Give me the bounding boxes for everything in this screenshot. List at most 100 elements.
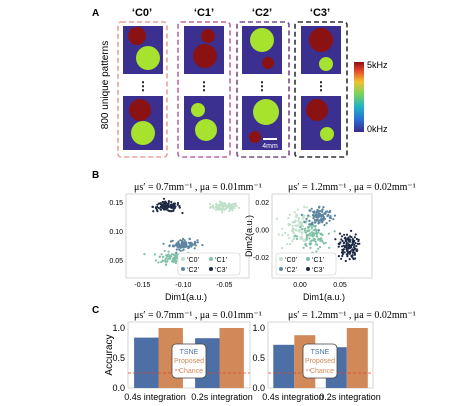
pattern-disk-low: [320, 127, 334, 141]
scatter-point-c2: [319, 210, 322, 213]
legend-proposed: Proposed: [305, 358, 335, 365]
scatter-point-c0: [303, 205, 306, 208]
scatter-point-c0: [295, 215, 298, 218]
scatter-point-c3: [339, 241, 342, 244]
x-tick-label: -0.10: [175, 282, 191, 289]
scatter-point-c2: [188, 238, 191, 241]
legend-marker-c3: [209, 267, 213, 271]
scatter-point-c1: [307, 226, 310, 229]
scatter-point-c3: [351, 248, 354, 251]
scatter-point-c2: [179, 239, 182, 242]
scatter-point-c2: [317, 221, 321, 224]
scatter-point-c0: [224, 207, 227, 210]
scatter-point-c2: [170, 240, 173, 243]
scatter-point-c3: [348, 240, 351, 243]
y-tick-label: 1.0: [112, 323, 125, 333]
scatter-point-c0: [288, 213, 291, 216]
scatter-point-c3: [353, 248, 356, 251]
x-tick-label: 0.05: [333, 282, 347, 289]
scatter-point-c3: [172, 206, 176, 209]
scatter-point-c0: [215, 206, 218, 209]
scatter-point-c3: [358, 242, 361, 245]
scatter-point-c3: [166, 203, 169, 206]
pattern-c3-top: [301, 26, 341, 74]
scatter-right-xlabel: Dim1(a.u.): [303, 292, 345, 302]
scatter-point-c3: [342, 244, 345, 247]
scatter-point-c3: [344, 259, 347, 263]
scatter-point-c2: [328, 216, 331, 219]
scatter-point-c2: [191, 243, 194, 247]
scatter-point-c0: [222, 202, 225, 205]
scatter-point-c3: [178, 205, 181, 208]
scatter-point-c0: [293, 237, 296, 240]
scatter-point-c1: [164, 260, 167, 263]
scatter-right-points: [275, 205, 361, 265]
scatter-point-c3: [354, 257, 357, 260]
scatter-point-c1: [311, 234, 314, 237]
scatter-point-c0: [228, 208, 232, 211]
scatter-point-c0: [303, 214, 306, 217]
scatter-point-c1: [308, 237, 311, 240]
y-tick-label: 0.00: [255, 227, 269, 234]
scatter-point-c0: [291, 229, 294, 232]
y-tick-label: 0.0: [252, 383, 265, 393]
scatter-point-c0: [275, 217, 279, 220]
scatter-point-c2: [179, 249, 182, 252]
scatter-point-c2: [168, 244, 171, 247]
scatter-right-ylabel: Dim2(a.u.): [244, 215, 254, 257]
class-label-c0: ‘C0’: [132, 7, 152, 19]
scatter-point-c3: [341, 248, 344, 251]
scatter-point-c2: [172, 244, 175, 247]
scatter-point-c1: [313, 239, 316, 242]
scatter-point-c3: [356, 249, 359, 252]
legend-label-c2: ‘C2’: [187, 267, 200, 274]
scatter-point-c1: [163, 249, 166, 252]
scatter-point-c1: [303, 229, 306, 232]
scatter-point-c3: [334, 238, 337, 241]
pattern-c1-bottom: [184, 96, 224, 150]
scatter-point-c1: [305, 238, 308, 241]
scatter-point-c3: [337, 242, 340, 245]
scatter-point-c3: [156, 203, 159, 206]
scatter-point-c2: [182, 248, 185, 251]
pattern-disk-high: [262, 57, 274, 69]
scatter-point-c3: [164, 200, 167, 203]
scatter-point-c1: [309, 232, 312, 235]
scatter-point-c0: [300, 231, 303, 234]
scatter-point-c2: [320, 219, 323, 222]
scatter-point-c3: [169, 210, 172, 213]
scatter-point-c1: [174, 261, 177, 265]
scatter-point-c1: [299, 226, 302, 229]
scatter-point-c1: [160, 253, 163, 256]
scatter-point-c3: [181, 211, 184, 215]
scatter-point-c1: [167, 257, 170, 260]
scatter-point-c1: [315, 233, 318, 236]
pattern-c2-bottom: 4mm: [242, 96, 282, 150]
scatter-point-c0: [209, 205, 212, 208]
scatter-point-c3: [352, 250, 355, 254]
scatter-point-c0: [295, 213, 298, 216]
class-label-c3: ‘C3’: [310, 7, 330, 19]
scatter-point-c2: [179, 244, 182, 247]
scatter-point-c1: [301, 228, 304, 231]
legend-marker-c2: [181, 267, 185, 271]
legend-chance: Chance: [310, 368, 334, 375]
scatter-left-xlabel: Dim1(a.u.): [165, 292, 207, 302]
scatter-point-c1: [304, 243, 307, 246]
scatter-point-c2: [314, 221, 317, 224]
scatter-point-c1: [305, 235, 308, 238]
bar-left-ticks: 1.0 0.5 0.0: [112, 323, 125, 393]
panel-c-letter: C: [92, 305, 99, 316]
scatter-point-c3: [152, 210, 155, 213]
scatter-point-c0: [297, 219, 300, 223]
legend-label-c2: ‘C2’: [285, 267, 298, 274]
legend-marker-c1: [209, 257, 213, 261]
scatter-point-c2: [324, 210, 328, 213]
scatter-point-c1: [304, 227, 307, 230]
scatter-point-c1: [295, 237, 299, 241]
scatter-point-c3: [173, 202, 177, 205]
scatter-point-c1: [164, 257, 167, 260]
scatter-point-c2: [328, 219, 331, 222]
scatter-point-c2: [325, 222, 328, 225]
legend-label-c1: ‘C1’: [312, 257, 325, 264]
